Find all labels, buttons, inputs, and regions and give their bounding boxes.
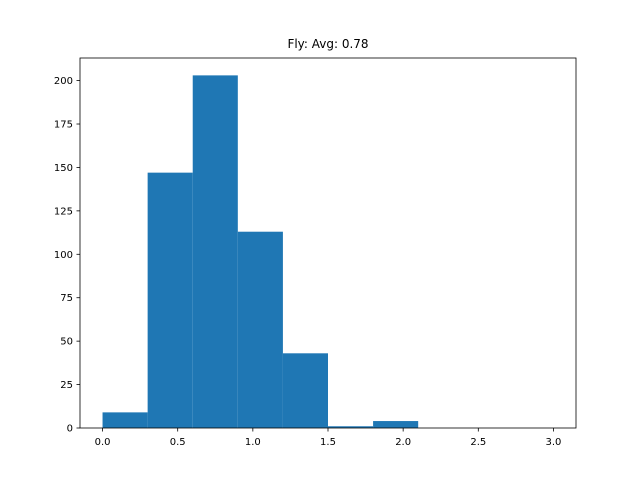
chart-title: Fly: Avg: 0.78	[287, 37, 368, 51]
histogram-bar	[328, 426, 374, 428]
y-tick-label: 100	[54, 250, 73, 261]
y-tick-label: 175	[54, 120, 73, 131]
x-tick-label: 0.5	[170, 437, 186, 448]
x-tick-label: 2.5	[470, 437, 486, 448]
y-tick-label: 125	[54, 206, 73, 217]
bars-group	[102, 75, 419, 428]
histogram-bar	[373, 421, 419, 428]
histogram-bar	[192, 75, 238, 428]
histogram-bar	[102, 412, 148, 428]
plot-frame	[79, 57, 577, 429]
y-tick-label: 25	[60, 380, 73, 391]
histogram-bar	[147, 172, 193, 428]
y-tick-label: 50	[60, 337, 73, 348]
histogram-bar	[282, 353, 328, 428]
x-tick-label: 1.5	[320, 437, 336, 448]
y-tick-label: 75	[60, 293, 73, 304]
y-tick-label: 200	[54, 76, 73, 87]
x-tick-label: 3.0	[546, 437, 562, 448]
x-tick-label: 1.0	[245, 437, 261, 448]
histogram-bar	[237, 231, 283, 428]
x-axis: 0.0 0.5 1.0 1.5 2.0 2.5 3.0	[95, 428, 562, 448]
y-tick-label: 150	[54, 163, 73, 174]
y-tick-label: 0	[67, 424, 73, 435]
x-tick-label: 0.0	[95, 437, 111, 448]
x-tick-label: 2.0	[395, 437, 411, 448]
y-axis: 0 25 50 75 100 125 150 175 200	[54, 76, 80, 435]
